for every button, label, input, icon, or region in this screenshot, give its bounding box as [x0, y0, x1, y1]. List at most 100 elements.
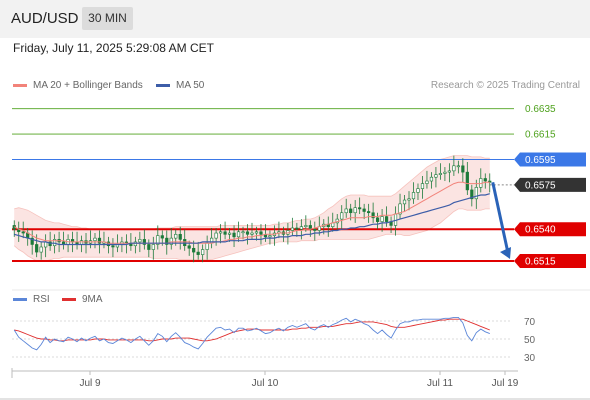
legend-ma50-label: MA 50 — [176, 80, 205, 91]
legend-rsi-ma-label: 9MA — [82, 294, 103, 305]
candle-body — [30, 237, 34, 245]
bollinger-band — [14, 155, 490, 261]
x-tick-label-Jul-11: Jul 11 — [427, 378, 453, 389]
candle-body — [169, 237, 173, 245]
candle-body — [187, 245, 191, 249]
candle-body — [111, 245, 115, 248]
candle-body — [407, 198, 411, 201]
x-tick-label-Jul-10: Jul 10 — [252, 378, 279, 389]
credit-label: Research © 2025 Trading Central — [430, 80, 580, 91]
candle-body — [39, 246, 43, 253]
candle-body — [196, 251, 200, 255]
candle-body — [402, 199, 407, 205]
timeframe-button[interactable]: 30 MIN — [82, 7, 133, 30]
candle-body — [425, 180, 429, 184]
candle-body — [178, 234, 182, 240]
candle-body — [349, 208, 353, 214]
candle-body — [461, 165, 465, 173]
ma20-line — [13, 181, 490, 244]
candle-body — [313, 228, 317, 231]
candle-body — [376, 217, 380, 222]
candle-body — [465, 171, 469, 191]
rsi-swatch — [13, 298, 27, 301]
candle-body — [259, 231, 263, 235]
candle-body — [205, 242, 209, 250]
legend-rsi: RSI — [13, 294, 50, 305]
datetime-label: Friday, July 11, 2025 5:29:08 AM CET — [13, 41, 214, 55]
candle-body — [183, 239, 187, 247]
candle-body — [53, 239, 57, 247]
candle-body — [106, 241, 111, 247]
rsi-ma-swatch — [62, 298, 76, 301]
candle-body — [362, 208, 366, 212]
candle-body — [304, 225, 308, 228]
level-label-bg-0.6515 — [514, 253, 586, 268]
candle-body — [340, 212, 344, 220]
candle-body — [268, 235, 272, 238]
candle-body — [344, 208, 348, 214]
rsi-line — [13, 316, 490, 351]
candle-body — [380, 216, 384, 222]
legend-rsi-ma: 9MA — [62, 294, 103, 305]
candle-body — [35, 244, 39, 253]
bollinger-lower-line — [13, 208, 490, 262]
candle-body — [290, 227, 294, 231]
candle-body — [174, 234, 178, 239]
candle-body — [223, 231, 227, 235]
x-tick-label-Jul-19: Jul 19 — [492, 378, 519, 389]
x-tick-label-Jul-9: Jul 9 — [79, 378, 101, 389]
candle-body — [474, 187, 478, 200]
candle-body — [48, 241, 52, 247]
header-bar: AUD/USD 30 MIN — [0, 0, 590, 38]
level-label-0.6595: 0.6595 — [525, 155, 556, 166]
candle-body — [456, 165, 460, 168]
candle-body — [214, 232, 218, 239]
candle-body — [156, 235, 160, 245]
candle-body — [232, 232, 236, 238]
candle-body — [241, 231, 245, 234]
candle-body — [165, 237, 169, 245]
symbol-label: AUD/USD — [11, 10, 79, 27]
candle-body — [142, 239, 146, 245]
level-label-bg-0.6575 — [514, 177, 586, 192]
candle-body — [420, 183, 425, 189]
candle-body — [438, 173, 443, 175]
candle-body — [384, 216, 389, 222]
candle-body — [434, 174, 438, 178]
candle-body — [398, 203, 402, 215]
candle-body — [299, 226, 303, 230]
candle-body — [93, 237, 97, 241]
candle-body — [254, 231, 259, 234]
candle-body — [371, 212, 375, 219]
candle-body — [443, 171, 447, 174]
legend-ma20-label: MA 20 + Bollinger Bands — [33, 80, 143, 91]
candle-body — [245, 231, 250, 235]
candle-body — [151, 244, 155, 250]
rsi-tick-50: 50 — [524, 335, 536, 346]
candle-body — [416, 188, 420, 193]
candle-body — [227, 232, 232, 235]
candle-body — [21, 231, 25, 234]
legend-rsi-label: RSI — [33, 294, 50, 305]
ma20-swatch — [13, 84, 27, 87]
level-label-0.6615: 0.6615 — [525, 130, 556, 141]
candle-body — [483, 178, 487, 182]
candle-body — [97, 237, 102, 244]
legend-ma50: MA 50 — [156, 80, 204, 91]
rsi-ma-line — [14, 318, 490, 342]
level-label-0.6635: 0.6635 — [525, 104, 556, 115]
level-label-0.6515: 0.6515 — [525, 256, 556, 267]
candle-body — [470, 189, 474, 200]
trend-arrow-shaft — [491, 181, 510, 254]
candle-body — [411, 192, 416, 200]
candle-body — [147, 244, 151, 250]
level-label-0.6540: 0.6540 — [525, 225, 556, 236]
candle-body — [79, 240, 84, 245]
candle-body — [160, 235, 164, 239]
candle-body — [192, 247, 196, 253]
trend-arrow-head — [500, 246, 511, 259]
candle-body — [353, 207, 357, 214]
candle-body — [218, 231, 223, 234]
